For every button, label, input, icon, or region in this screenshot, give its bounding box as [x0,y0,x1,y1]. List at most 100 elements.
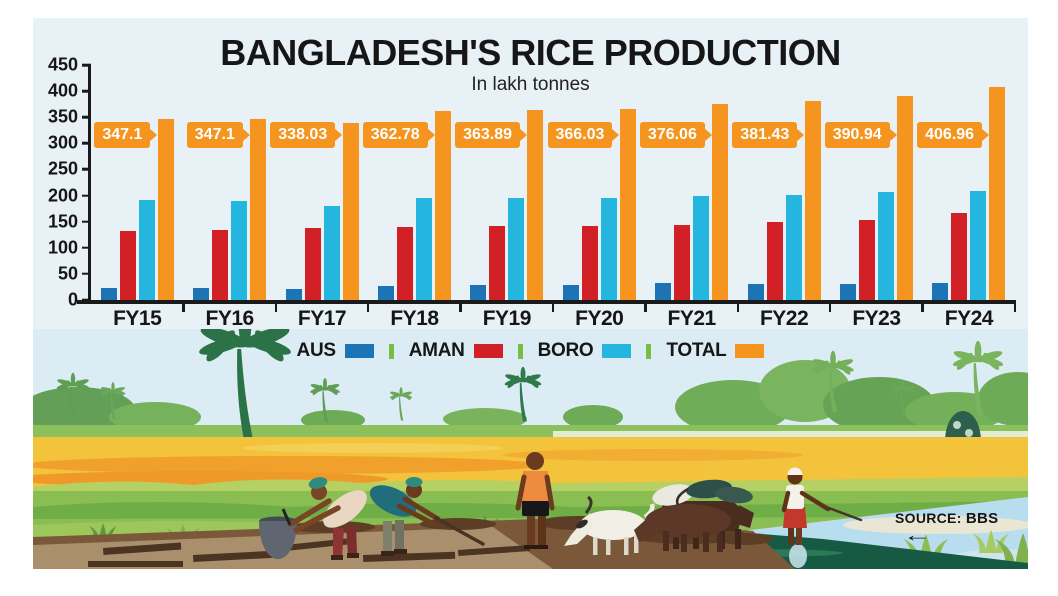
total-label-flag-FY15: 347.1 [94,122,151,148]
total-label-flag-FY22: 381.43 [732,122,798,148]
y-axis-label-200: 200 [47,185,78,206]
bar-boro-FY24 [970,190,987,300]
bar-group-FY18: 362.78 FY18 [362,65,460,330]
x-axis-tick [551,300,555,312]
x-axis-tick [921,300,924,312]
bar-group-FY16: 347.1 FY16 [183,65,275,330]
bar-total-FY15 [157,118,174,300]
bar-boro-FY16 [231,201,248,300]
x-axis-tick [274,300,278,312]
x-axis-label-FY17: FY17 [297,307,347,330]
bar-aus-FY22 [747,284,764,300]
y-axis-label-400: 400 [47,80,78,101]
y-axis-label-150: 150 [47,211,78,232]
bar-aman-FY15 [119,231,136,300]
bar-boro-FY15 [138,199,155,300]
bar-boro-FY22 [785,194,802,300]
x-axis-label-FY22: FY22 [759,307,809,330]
bar-aus-FY15 [100,288,117,300]
bar-boro-FY18 [415,197,432,300]
legend-divider [517,343,523,359]
bar-aman-FY18 [396,226,413,300]
legend-label-boro: BORO [537,340,594,361]
bar-aus-FY23 [839,283,856,300]
source-label: SOURCE: [895,510,962,526]
bar-group-FY19: 363.89 FY19 [455,65,553,330]
y-axis-tick [82,115,91,119]
total-label-flag-FY17: 338.03 [270,122,336,148]
legend-swatch-aman [473,344,503,358]
bar-groups: 347.1 FY15 347.1 FY16 338.03 FY17 362.78 FY18 36… [91,65,1015,330]
bar-group-FY17: 338.03 FY17 [270,65,368,330]
bar-aus-FY24 [932,283,949,300]
bar-aman-FY24 [951,213,968,300]
x-axis-tick [644,300,647,312]
herder [781,467,863,568]
legend-label-total: TOTAL [666,340,727,361]
bar-aman-FY17 [304,228,321,300]
bar-aman-FY22 [766,221,783,300]
x-axis-label-FY24: FY24 [944,307,994,330]
bar-aus-FY20 [562,285,579,300]
total-label-flag-FY20: 366.03 [547,122,613,148]
bar-total-FY22 [804,100,821,300]
x-axis-label-FY18: FY18 [390,307,439,330]
herding-stick [824,505,863,522]
bar-boro-FY20 [600,197,617,300]
total-label-flag-FY19: 363.89 [455,122,521,148]
bar-total-FY21 [712,103,729,300]
source-credit: SOURCE: BBS ← [895,510,999,544]
bar-group-FY15: 347.1 FY15 [91,65,183,330]
x-axis-tick [828,300,832,312]
bar-aus-FY19 [470,285,487,300]
y-axis-label-0: 0 [67,289,78,310]
dark-sack [715,486,753,504]
y-axis-tick [82,142,91,145]
rural-scene-illustration [33,329,1028,569]
x-axis-extension [77,300,91,304]
bar-aman-FY21 [674,224,691,300]
white-sack [652,484,694,506]
bar-boro-FY23 [877,191,894,300]
farmer-with-pot [259,477,367,560]
bar-total-FY24 [989,87,1006,300]
y-axis-label-350: 350 [47,106,78,127]
standing-farmer [515,452,555,549]
bar-boro-FY17 [323,206,340,300]
y-axis-label-300: 300 [47,132,78,153]
bar-boro-FY19 [508,198,525,300]
legend-label-aman: AMAN [408,340,465,361]
bar-total-FY19 [527,109,544,300]
bar-boro-FY21 [693,196,710,300]
x-axis-tick [1013,300,1017,312]
page-title: BANGLADESH'S RICE PRODUCTION [220,32,841,73]
tree-line [33,360,1028,438]
y-axis-tick [82,246,91,250]
chart-legend: AUS AMAN BORO TOTAL [33,340,1028,362]
bar-group-FY24: 406.96 FY24 [917,65,1015,330]
x-axis-label-FY20: FY20 [575,307,624,330]
total-label-flag-FY21: 376.06 [639,122,705,148]
legend-swatch-total [735,344,765,358]
red-lungi [783,507,807,528]
x-axis-label-FY15: FY15 [113,307,162,330]
bar-group-FY21: 376.06 FY21 [639,65,737,330]
bar-total-FY23 [896,95,913,300]
legend-swatch-aus [344,344,374,358]
source-value: BBS [965,510,999,527]
bar-aman-FY20 [581,225,598,300]
bar-aman-FY23 [858,220,875,300]
rake-stick [434,516,485,546]
y-axis-label-50: 50 [57,263,78,284]
x-axis-tick [736,300,740,312]
white-cap [787,467,803,475]
total-label-flag-FY18: 362.78 [362,122,428,148]
bar-aus-FY21 [655,282,672,300]
bar-group-FY20: 366.03 FY20 [547,65,645,330]
y-axis-tick [82,63,91,67]
goat [564,495,655,555]
wooden-planks [88,538,531,567]
pot [259,521,297,559]
y-axis-tick [82,298,91,302]
x-axis-label-FY16: FY16 [205,307,255,330]
